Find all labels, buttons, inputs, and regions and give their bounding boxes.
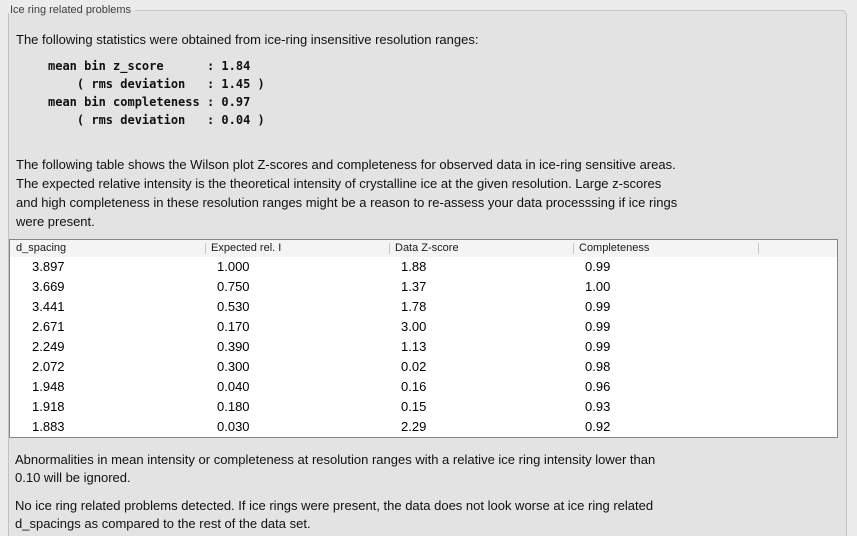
column-header: Completeness <box>573 240 758 257</box>
column-header: d_spacing <box>16 242 67 254</box>
table-row[interactable]: 3.669 0.750 1.37 1.00 <box>10 277 837 297</box>
table-cell: 2.29 <box>401 419 427 434</box>
table-row[interactable]: 1.948 0.040 0.16 0.96 <box>10 377 837 397</box>
table-cell-empty <box>758 377 837 397</box>
table-cell: 0.99 <box>585 339 611 354</box>
table-cell-empty <box>758 397 837 417</box>
table-cell: 1.000 <box>217 259 250 274</box>
column-header: Data Z-score <box>389 240 573 257</box>
table-description: The following table shows the Wilson plo… <box>16 157 678 229</box>
table-cell: 1.78 <box>401 299 427 314</box>
table-cell: 3.897 <box>32 259 65 274</box>
table-cell: 2.671 <box>32 319 65 334</box>
table-cell: 1.37 <box>401 279 427 294</box>
result-summary: No ice ring related problems detected. I… <box>15 498 654 531</box>
table-row[interactable]: 2.671 0.170 3.00 0.99 <box>10 317 837 337</box>
table-row[interactable]: 1.883 0.030 2.29 0.92 <box>10 417 837 437</box>
table-cell: 0.170 <box>217 319 250 334</box>
table-cell: 1.00 <box>585 279 611 294</box>
table-cell: 2.249 <box>32 339 65 354</box>
column-header-empty <box>758 240 837 257</box>
table-row[interactable]: 1.918 0.180 0.15 0.93 <box>10 397 837 417</box>
table-cell: 0.92 <box>585 419 611 434</box>
table-cell: 1.13 <box>401 339 427 354</box>
table-cell: 1.948 <box>32 379 65 394</box>
table-cell-empty <box>758 337 837 357</box>
column-header: Expected rel. I <box>205 240 389 257</box>
ice-ring-groupbox: Ice ring related problems The following … <box>8 4 847 536</box>
groupbox-title: Ice ring related problems <box>10 4 132 16</box>
table-cell: 1.88 <box>401 259 427 274</box>
table-cell-empty <box>758 317 837 337</box>
table-cell: 0.96 <box>585 379 611 394</box>
table-cell: 0.300 <box>217 359 250 374</box>
ignore-threshold-note: Abnormalities in mean intensity or compl… <box>15 452 656 485</box>
mean-bin-stats-block: mean bin z_score : 1.84 ( rms deviation … <box>48 59 265 127</box>
intro-text: The following statistics were obtained f… <box>16 32 479 47</box>
table-cell-empty <box>758 257 837 277</box>
table-cell: 0.99 <box>585 319 611 334</box>
table-cell: 0.180 <box>217 399 250 414</box>
table-cell: 0.390 <box>217 339 250 354</box>
table-cell: 3.00 <box>401 319 427 334</box>
table-cell: 0.530 <box>217 299 250 314</box>
table-cell: 0.16 <box>401 379 427 394</box>
table-header-row: d_spacing Expected rel. I Data Z-score Comp… <box>10 240 837 257</box>
table-row[interactable]: 2.072 0.300 0.02 0.98 <box>10 357 837 377</box>
table-row[interactable]: 3.441 0.530 1.78 0.99 <box>10 297 837 317</box>
table-cell: 0.99 <box>585 259 611 274</box>
table-cell: 0.15 <box>401 399 427 414</box>
table-body: 3.897 1.000 1.88 0.99 3.669 0.750 1.37 1.00 3.44… <box>10 257 837 437</box>
table-cell: 3.669 <box>32 279 65 294</box>
table-cell: 0.98 <box>585 359 611 374</box>
table-cell: 0.02 <box>401 359 427 374</box>
table-cell-empty <box>758 417 837 437</box>
table-row[interactable]: 3.897 1.000 1.88 0.99 <box>10 257 837 277</box>
table-cell-empty <box>758 277 837 297</box>
table-cell: 0.99 <box>585 299 611 314</box>
table-row[interactable]: 2.249 0.390 1.13 0.99 <box>10 337 837 357</box>
table-cell: 1.883 <box>32 419 65 434</box>
table-cell: 3.441 <box>32 299 65 314</box>
table-cell: 0.750 <box>217 279 250 294</box>
ice-ring-table[interactable]: d_spacing Expected rel. I Data Z-score Comp… <box>9 239 838 438</box>
table-cell-empty <box>758 357 837 377</box>
table-cell: 0.030 <box>217 419 250 434</box>
table-cell: 1.918 <box>32 399 65 414</box>
table-cell-empty <box>758 297 837 317</box>
table-cell: 0.93 <box>585 399 611 414</box>
table-cell: 0.040 <box>217 379 250 394</box>
table-cell: 2.072 <box>32 359 65 374</box>
